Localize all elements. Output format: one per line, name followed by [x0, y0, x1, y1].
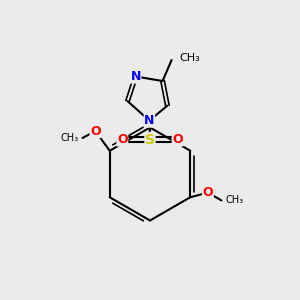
- Text: N: N: [130, 70, 141, 83]
- Text: CH₃: CH₃: [179, 53, 200, 64]
- Text: O: O: [172, 133, 183, 146]
- Text: S: S: [145, 133, 155, 146]
- Text: O: O: [90, 124, 101, 138]
- Text: CH₃: CH₃: [61, 133, 79, 143]
- Text: N: N: [144, 114, 154, 127]
- Text: CH₃: CH₃: [225, 195, 243, 206]
- Text: O: O: [117, 133, 128, 146]
- Text: O: O: [202, 186, 213, 199]
